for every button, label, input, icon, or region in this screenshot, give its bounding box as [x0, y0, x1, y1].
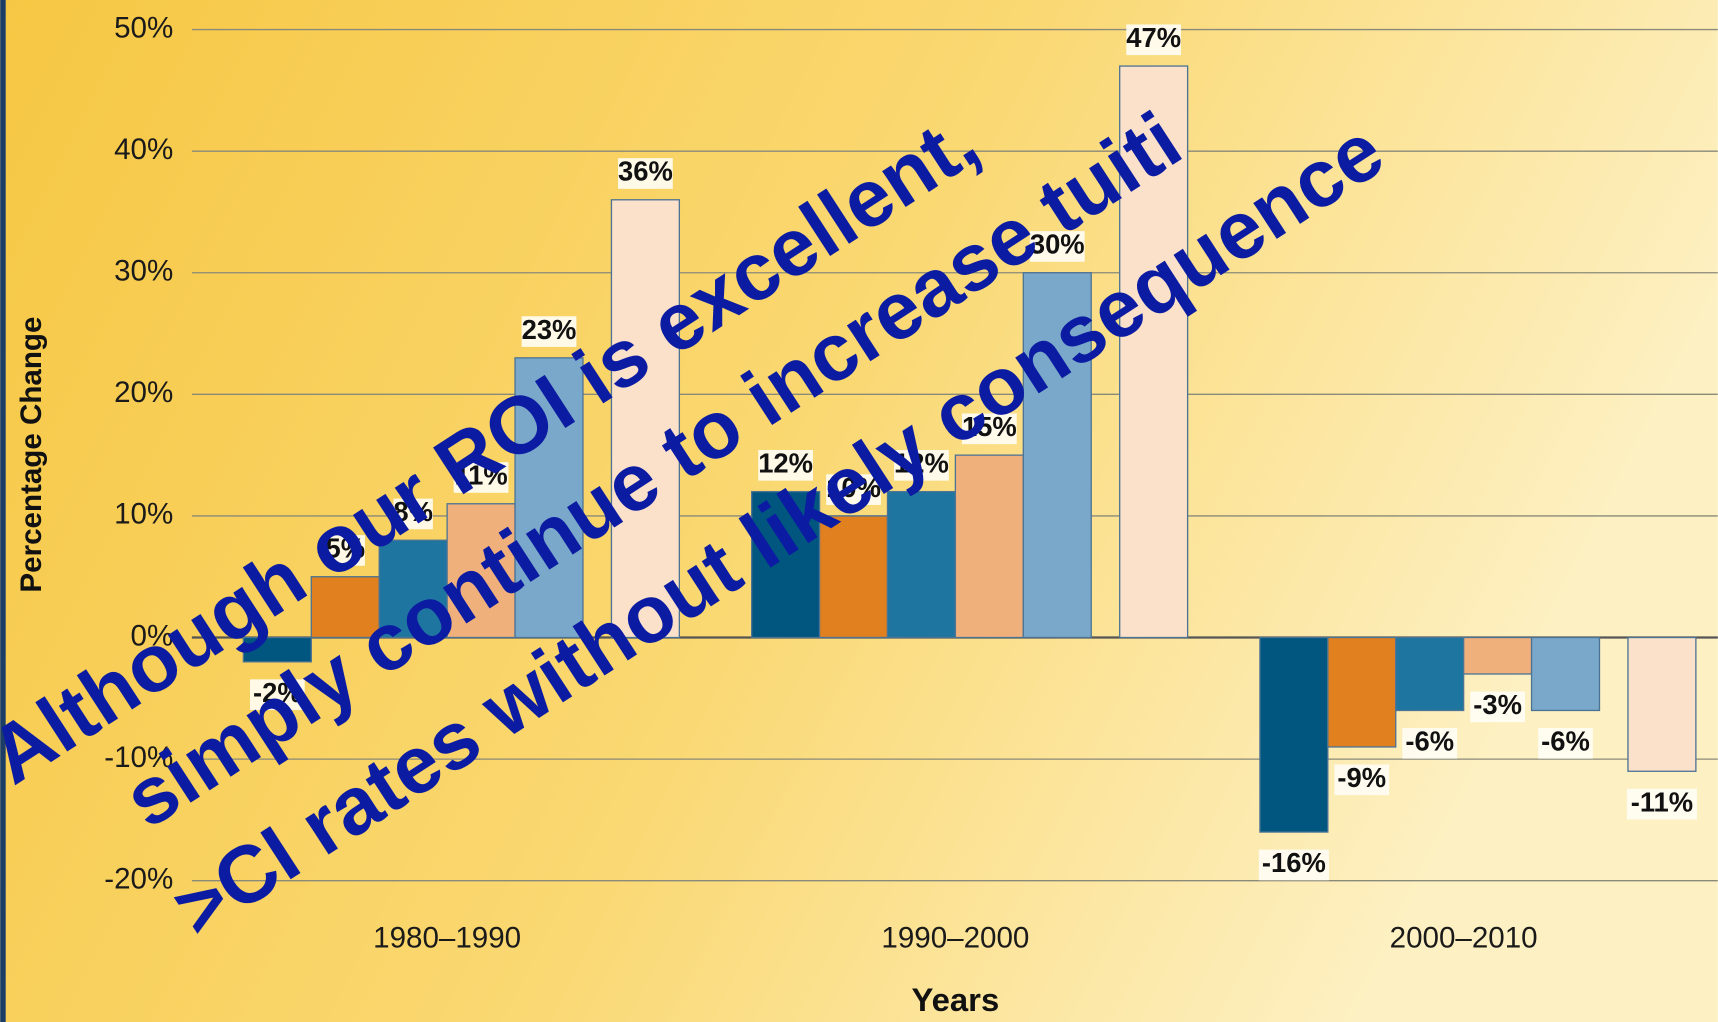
- value-label: 8%: [393, 496, 433, 527]
- value-label: -6%: [1405, 726, 1454, 757]
- bar: [1022, 272, 1092, 639]
- value-label: -6%: [1541, 726, 1590, 757]
- y-tick-label: 40%: [114, 133, 173, 166]
- value-label-bg: [826, 474, 881, 505]
- value-label: -11%: [1631, 786, 1693, 817]
- value-label-bg: [1402, 727, 1458, 759]
- y-tick-label: 20%: [114, 376, 173, 409]
- value-label: 12%: [758, 448, 813, 479]
- x-tick-label: 1980–1990: [373, 922, 521, 955]
- left-edge: [0, 0, 6, 1022]
- value-label: -2%: [253, 677, 302, 708]
- value-label-bg: [758, 449, 813, 481]
- value-label: -3%: [1473, 689, 1522, 720]
- y-axis-label: Percentage Change: [15, 317, 48, 593]
- bar: [310, 576, 380, 639]
- bar: [750, 490, 821, 639]
- x-axis-label: Years: [912, 981, 1000, 1018]
- value-label-bg: [1538, 727, 1593, 759]
- y-tick-label: -20%: [104, 863, 173, 896]
- value-label-bg: [249, 679, 305, 711]
- bar: [1530, 636, 1601, 712]
- value-label: 11%: [454, 460, 507, 491]
- value-label-bg: [1334, 764, 1390, 796]
- value-label: 15%: [962, 411, 1017, 442]
- y-tick-label: 0%: [131, 619, 174, 652]
- value-label: 47%: [1126, 22, 1181, 53]
- value-label-bg: [521, 316, 577, 347]
- value-label-bg: [961, 413, 1017, 445]
- value-label: 12%: [894, 448, 949, 479]
- bar: [514, 357, 584, 639]
- value-label-bg: [1029, 231, 1085, 262]
- value-label-bg: [1470, 691, 1525, 723]
- y-tick-label: 30%: [114, 255, 173, 288]
- y-tick-label: 50%: [114, 11, 173, 44]
- value-label: 10%: [826, 472, 881, 503]
- x-tick-label: 1990–2000: [881, 922, 1029, 955]
- bar: [818, 515, 889, 639]
- value-label: 23%: [522, 314, 577, 345]
- value-label-bg: [1126, 24, 1182, 56]
- value-label-bg: [1258, 849, 1329, 881]
- bar: [1119, 65, 1189, 639]
- value-label: -9%: [1337, 762, 1386, 793]
- bar: [1395, 636, 1465, 712]
- value-label: 5%: [325, 533, 365, 564]
- value-label-bg: [1626, 788, 1697, 820]
- bar: [1627, 636, 1697, 772]
- bar: [1462, 636, 1533, 675]
- value-label-bg: [453, 462, 509, 493]
- y-tick-label: 10%: [114, 498, 173, 531]
- value-label-bg: [618, 158, 673, 189]
- bar: [1259, 636, 1329, 833]
- bar: [242, 636, 312, 663]
- y-tick-label: -10%: [104, 741, 173, 774]
- value-label: -16%: [1262, 847, 1326, 878]
- plot: -20% -10% 0% 10% 20% 30% 40% 50% 1980–1990 1990–2…: [104, 11, 1718, 955]
- bar: [1327, 636, 1397, 748]
- bar: [886, 490, 957, 639]
- value-label-bg: [894, 449, 949, 481]
- x-tick-label: 2000–2010: [1390, 922, 1538, 955]
- value-label: 30%: [1030, 229, 1085, 260]
- value-label-bg: [325, 535, 365, 566]
- value-label-bg: [393, 498, 433, 530]
- value-label: 36%: [618, 156, 673, 187]
- bar: [954, 454, 1024, 639]
- bar: [610, 199, 681, 639]
